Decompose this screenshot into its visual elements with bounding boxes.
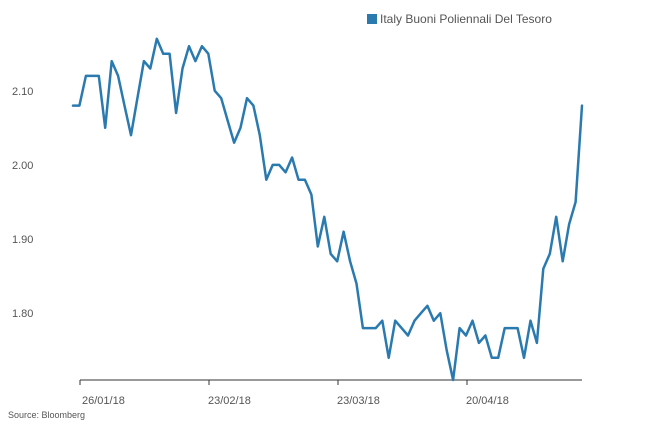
source-note: Source: Bloomberg — [8, 410, 85, 420]
y-tick-label: 2.00 — [12, 160, 33, 172]
y-tick-label: 1.80 — [12, 308, 33, 320]
series-line-italy-btp — [71, 37, 584, 382]
x-tick-label: 23/02/18 — [208, 395, 251, 407]
x-tick-label: 26/01/18 — [82, 395, 125, 407]
x-tick-label: 23/03/18 — [337, 395, 380, 407]
y-tick-label: 2.10 — [12, 86, 33, 98]
legend-swatch — [367, 14, 377, 24]
y-tick-label: 1.90 — [12, 234, 33, 246]
x-tick-label: 20/04/18 — [466, 395, 509, 407]
legend-label: Italy Buoni Poliennali Del Tesoro — [380, 12, 552, 26]
